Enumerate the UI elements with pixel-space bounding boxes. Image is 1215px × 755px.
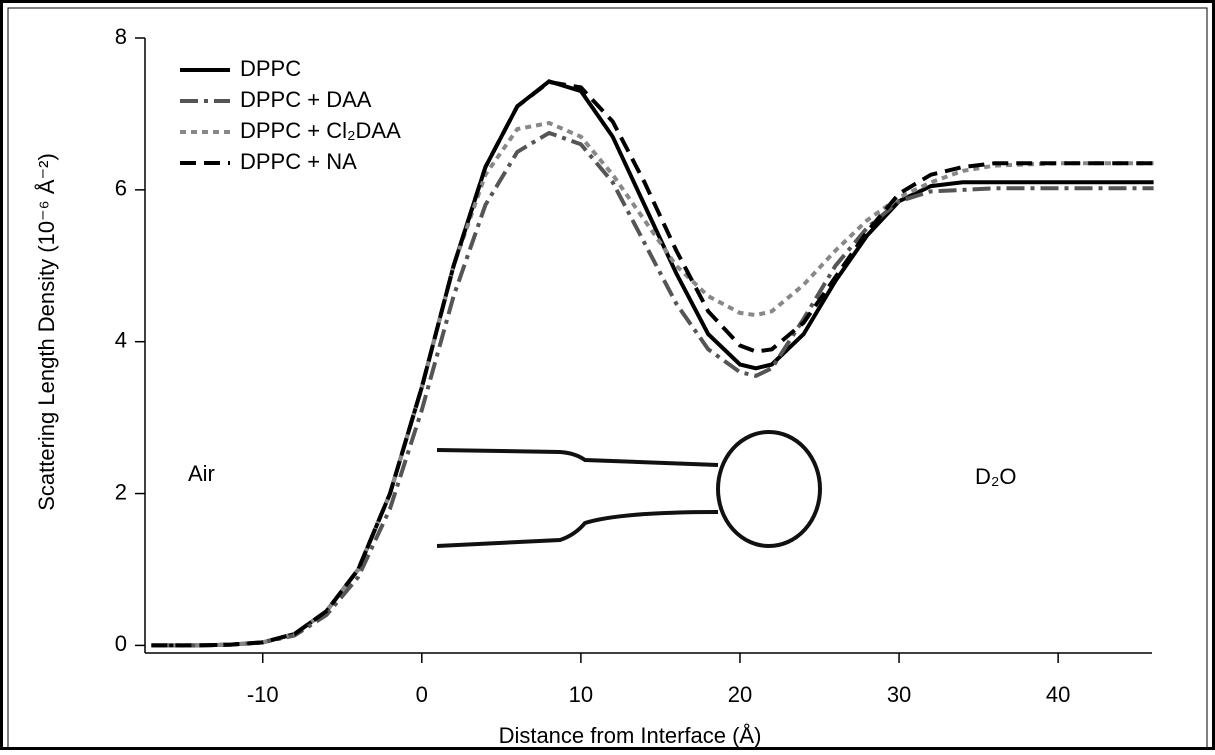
series-line: [151, 130, 1154, 648]
y-tick-label: 8: [115, 24, 127, 49]
annotation: Air: [188, 461, 215, 486]
series-line: [151, 120, 1154, 648]
x-tick-label: 40: [1046, 682, 1070, 707]
y-tick-label: 4: [115, 328, 127, 353]
legend-label: DPPC + DAA: [240, 87, 372, 112]
y-tick-label: 6: [115, 176, 127, 201]
x-tick-label: 10: [569, 682, 593, 707]
y-tick-label: 2: [115, 479, 127, 504]
annotation: D₂O: [975, 464, 1017, 489]
series-line: [151, 79, 1154, 648]
legend-label: DPPC: [240, 56, 301, 81]
legend-label: DPPC + Cl₂DAA: [240, 118, 401, 143]
x-tick-label: 30: [887, 682, 911, 707]
y-tick-label: 0: [115, 631, 127, 656]
inner-frame: [7, 7, 1208, 749]
x-tick-label: 20: [728, 682, 752, 707]
x-tick-label: -10: [247, 682, 279, 707]
legend-label: DPPC + NA: [240, 149, 357, 174]
lipid-cartoon: [436, 430, 822, 548]
y-axis-label: Scattering Length Density (10⁻⁶ Å⁻²): [34, 153, 59, 511]
x-tick-label: 0: [416, 682, 428, 707]
x-axis-label: Distance from Interface (Å): [499, 723, 762, 748]
